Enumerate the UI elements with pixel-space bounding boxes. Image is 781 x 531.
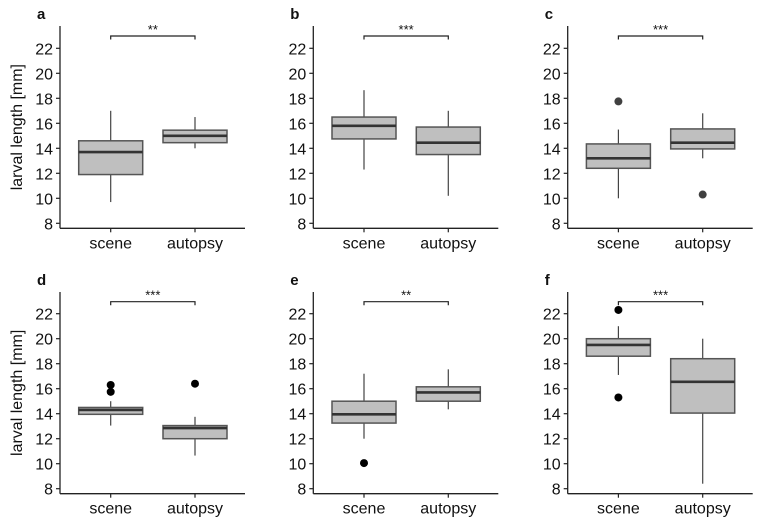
y-tick-label: 20 xyxy=(543,66,561,83)
significance-bracket xyxy=(363,35,449,40)
x-tick-label-autopsy: autopsy xyxy=(167,501,223,518)
y-tick-label: 8 xyxy=(297,216,306,233)
x-tick-label-scene: scene xyxy=(597,235,640,252)
y-tick-label: 18 xyxy=(543,357,561,374)
y-tick-label: 12 xyxy=(289,432,307,449)
box-scene xyxy=(77,140,144,176)
significance-label: *** xyxy=(145,288,160,303)
y-tick-label: 12 xyxy=(35,432,53,449)
y-tick-label: 18 xyxy=(35,357,53,374)
box-autopsy xyxy=(415,386,482,402)
box-scene xyxy=(331,116,397,140)
y-tick-label: 12 xyxy=(35,166,53,183)
y-tick-label: 14 xyxy=(543,407,561,424)
y-axis-label: larval length [mm] xyxy=(9,330,26,456)
y-tick-label: 16 xyxy=(289,116,307,133)
x-tick-label-autopsy: autopsy xyxy=(675,501,731,518)
y-tick-label: 18 xyxy=(289,91,307,108)
outlier-point xyxy=(106,387,115,396)
x-tick-label-autopsy: autopsy xyxy=(420,235,476,252)
y-axis-label: larval length [mm] xyxy=(9,64,26,190)
significance-label: ** xyxy=(148,22,158,37)
y-tick-label: 8 xyxy=(44,482,53,499)
significance-bracket xyxy=(363,301,449,306)
y-tick-label: 12 xyxy=(543,432,561,449)
box-autopsy xyxy=(669,357,736,414)
y-tick-label: 22 xyxy=(35,307,53,324)
y-tick-label: 18 xyxy=(543,91,561,108)
y-tick-label: 14 xyxy=(35,141,53,158)
x-tick-label-autopsy: autopsy xyxy=(167,235,223,252)
outlier-point xyxy=(614,305,623,314)
y-tick-label: 22 xyxy=(289,307,307,324)
y-tick-label: 18 xyxy=(35,91,53,108)
box-autopsy xyxy=(415,126,482,156)
panel-letter-b: b xyxy=(290,6,299,23)
outlier-point xyxy=(614,393,623,402)
x-tick-label-scene: scene xyxy=(343,501,386,518)
outlier-point xyxy=(360,459,368,468)
box-scene xyxy=(585,143,652,170)
significance-label: *** xyxy=(653,288,668,303)
significance-label: *** xyxy=(399,22,414,37)
y-tick-label: 22 xyxy=(35,41,53,58)
panel-letter-c: c xyxy=(545,6,553,23)
y-tick-label: 16 xyxy=(543,116,561,133)
significance-label: *** xyxy=(653,22,668,37)
y-tick-label: 20 xyxy=(543,332,561,349)
x-tick-label-autopsy: autopsy xyxy=(675,235,731,252)
y-tick-label: 20 xyxy=(289,66,307,83)
y-tick-label: 16 xyxy=(35,382,53,399)
y-tick-label: 12 xyxy=(289,166,307,183)
outlier-point xyxy=(698,190,707,199)
outlier-point xyxy=(614,97,623,106)
significance-bracket xyxy=(110,301,196,306)
box-scene xyxy=(331,400,397,424)
significance-bracket xyxy=(617,301,704,306)
y-tick-label: 10 xyxy=(543,191,561,208)
y-tick-label: 22 xyxy=(289,41,307,58)
y-tick-label: 8 xyxy=(552,216,561,233)
significance-bracket xyxy=(617,35,704,40)
y-tick-label: 14 xyxy=(289,407,307,424)
y-tick-label: 14 xyxy=(543,141,561,158)
significance-label: ** xyxy=(401,288,411,303)
y-tick-label: 8 xyxy=(297,482,306,499)
x-tick-label-scene: scene xyxy=(89,235,132,252)
y-tick-label: 10 xyxy=(289,457,307,474)
outlier-point xyxy=(106,380,115,389)
x-tick-label-scene: scene xyxy=(89,501,132,518)
panel-letter-a: a xyxy=(37,6,46,23)
x-tick-label-autopsy: autopsy xyxy=(420,501,476,518)
panel-letter-e: e xyxy=(290,272,298,289)
outlier-point xyxy=(191,379,199,388)
y-tick-label: 10 xyxy=(543,457,561,474)
box-autopsy xyxy=(669,128,736,150)
y-tick-label: 14 xyxy=(289,141,307,158)
y-tick-label: 20 xyxy=(35,332,53,349)
y-tick-label: 8 xyxy=(552,482,561,499)
y-tick-label: 10 xyxy=(35,457,53,474)
y-tick-label: 16 xyxy=(35,116,53,133)
x-tick-label-scene: scene xyxy=(597,501,640,518)
y-tick-label: 22 xyxy=(543,41,561,58)
y-tick-label: 16 xyxy=(543,382,561,399)
y-tick-label: 12 xyxy=(543,166,561,183)
y-tick-label: 20 xyxy=(289,332,307,349)
y-tick-label: 14 xyxy=(35,407,53,424)
y-tick-label: 18 xyxy=(289,357,307,374)
box-scene xyxy=(585,337,652,357)
y-tick-label: 10 xyxy=(35,191,53,208)
y-tick-label: 16 xyxy=(289,382,307,399)
y-tick-label: 22 xyxy=(543,307,561,324)
panel-letter-d: d xyxy=(37,272,46,289)
y-tick-label: 8 xyxy=(44,216,53,233)
panel-letter-f: f xyxy=(545,272,551,289)
x-tick-label-scene: scene xyxy=(343,235,386,252)
significance-bracket xyxy=(110,35,196,40)
y-tick-label: 10 xyxy=(289,191,307,208)
y-tick-label: 20 xyxy=(35,66,53,83)
